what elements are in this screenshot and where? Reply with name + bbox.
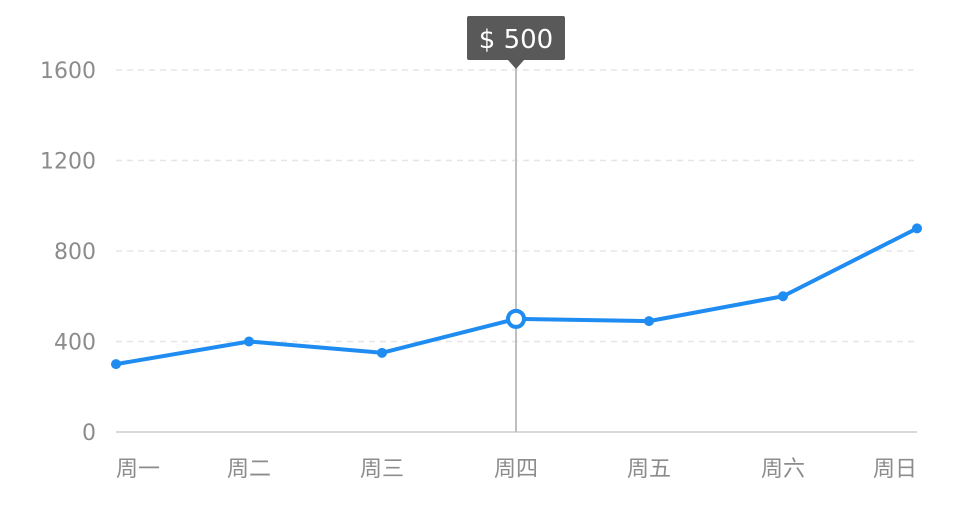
data-point[interactable] bbox=[244, 336, 254, 347]
x-tick-label: 周三 bbox=[360, 457, 404, 482]
tooltip: $ 500 bbox=[467, 16, 565, 69]
x-tick-label: 周四 bbox=[494, 457, 538, 482]
data-point-active[interactable] bbox=[506, 308, 526, 329]
data-point[interactable] bbox=[644, 316, 654, 327]
x-tick-label: 周二 bbox=[227, 457, 271, 482]
data-points[interactable] bbox=[111, 223, 922, 370]
y-tick-label: 1200 bbox=[40, 150, 96, 175]
y-tick-label: 800 bbox=[54, 240, 96, 265]
data-point[interactable] bbox=[377, 347, 387, 358]
tooltip-label: $ 500 bbox=[479, 25, 553, 55]
x-tick-label: 周一 bbox=[116, 457, 160, 482]
y-tick-label: 1600 bbox=[40, 59, 96, 84]
data-point[interactable] bbox=[778, 291, 788, 302]
tooltip-box bbox=[467, 16, 565, 60]
x-tick-label: 周六 bbox=[761, 457, 805, 482]
data-point[interactable] bbox=[111, 359, 121, 370]
y-tick-label: 0 bbox=[82, 421, 96, 446]
data-point[interactable] bbox=[912, 223, 922, 234]
y-axis: 0 400 800 1200 1600 bbox=[40, 59, 96, 446]
tooltip-arrow bbox=[508, 60, 524, 69]
y-tick-label: 400 bbox=[54, 331, 96, 356]
x-axis: 周一 周二 周三 周四 周五 周六 周日 bbox=[116, 431, 917, 482]
x-tick-label: 周五 bbox=[627, 457, 671, 482]
x-tick-label: 周日 bbox=[873, 457, 917, 482]
